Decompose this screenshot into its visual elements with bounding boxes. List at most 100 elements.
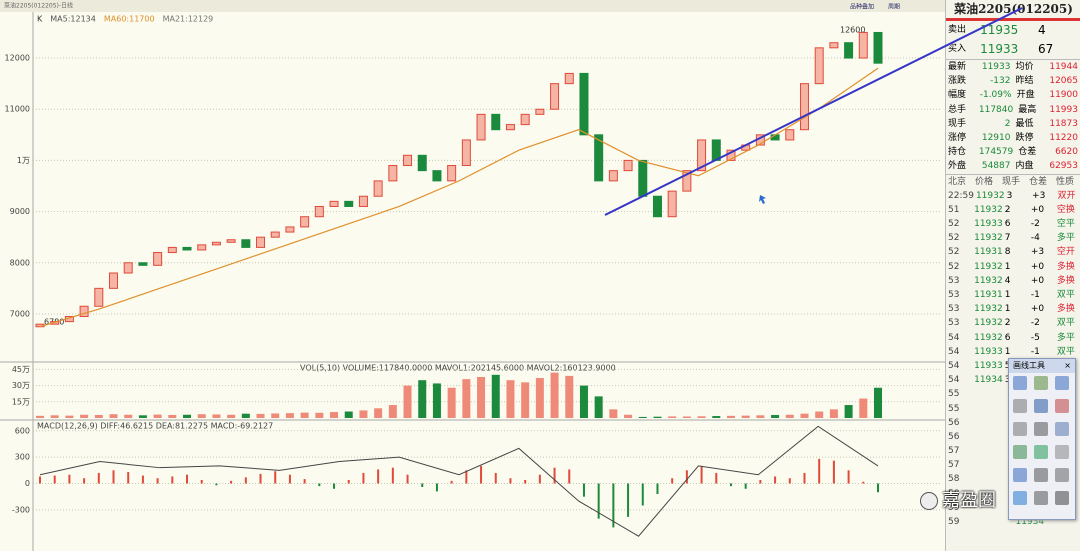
- volume-bar: [771, 414, 780, 418]
- draw-toolbox[interactable]: 画线工具 ×: [1008, 358, 1076, 520]
- stat-label: 外盘: [948, 161, 967, 172]
- macd-bar: [759, 479, 762, 484]
- close-button[interactable]: ×: [1064, 361, 1071, 370]
- macd-bar: [818, 458, 821, 484]
- macd-bar: [406, 474, 409, 484]
- trade-cell: 56: [948, 431, 960, 442]
- tool-icon[interactable]: [1034, 445, 1048, 459]
- candle: [785, 129, 795, 141]
- trade-cell: 8: [1004, 247, 1011, 258]
- macd-bar: [303, 479, 306, 484]
- volume-bar: [815, 411, 824, 418]
- trade-row: 53 11932 4 +0 多换: [946, 274, 1080, 288]
- tool-icon[interactable]: [1055, 376, 1069, 390]
- trades-header-cell: 性质: [1056, 176, 1075, 187]
- stat-label: 最低: [1015, 118, 1034, 129]
- candle: [79, 305, 89, 318]
- macd-bar: [803, 472, 806, 484]
- volume-bar: [432, 383, 441, 418]
- book-price: 11933: [980, 42, 1019, 56]
- trade-cell: 11933: [974, 219, 1003, 230]
- candle: [741, 144, 751, 151]
- tool-icon[interactable]: [1055, 468, 1069, 482]
- y-tick-label: 600: [15, 426, 30, 435]
- toolbar-button[interactable]: 品种叠加: [850, 3, 874, 11]
- tool-icon[interactable]: [1013, 468, 1027, 482]
- chart-area: 菜油2205(012205)-日线 品种叠加 周期 VOL(5,10) VOLU…: [0, 0, 945, 551]
- candle: [799, 83, 809, 131]
- volume-bar: [609, 409, 618, 418]
- macd-bar: [215, 483, 218, 486]
- tool-icon[interactable]: [1034, 422, 1048, 436]
- tool-icon[interactable]: [1055, 491, 1069, 505]
- watermark-text: 嘉盈圈: [942, 490, 996, 511]
- tool-icon[interactable]: [1034, 468, 1048, 482]
- stat-label: 最新: [948, 62, 967, 72]
- volume-bar: [859, 398, 868, 418]
- stat-value: 11900: [1049, 90, 1078, 101]
- trade-cell: 11934: [974, 375, 1003, 386]
- trade-cell: 59: [948, 517, 960, 527]
- tool-icon[interactable]: [1013, 376, 1027, 390]
- trade-cell: 11932: [974, 275, 1003, 286]
- trade-row: 52 11932 1 +0 多换: [946, 260, 1080, 274]
- tool-icon[interactable]: [1034, 491, 1048, 505]
- macd-bar: [685, 470, 688, 484]
- volume-bar: [697, 416, 706, 418]
- macd-bar: [450, 480, 453, 484]
- trade-cell: 11931: [974, 290, 1003, 300]
- trade-row: 52 11931 8 +3 空开: [946, 245, 1080, 259]
- volume-bar: [712, 416, 721, 418]
- trade-cell: 多换: [1056, 261, 1075, 272]
- volume-bar: [388, 405, 397, 418]
- tool-icon[interactable]: [1013, 422, 1027, 436]
- candle: [564, 72, 574, 85]
- book-row: 买入 11933 67: [946, 40, 1080, 59]
- candle: [608, 170, 618, 182]
- trade-cell: 52: [948, 219, 960, 230]
- volume-bar: [521, 382, 530, 418]
- volume-bar: [403, 385, 412, 418]
- tool-icon[interactable]: [1055, 445, 1069, 459]
- trade-cell: -1: [1030, 290, 1040, 300]
- tool-icon[interactable]: [1013, 399, 1027, 413]
- stat-value: -132: [990, 76, 1011, 87]
- trade-cell: 53: [948, 304, 960, 315]
- tool-icon[interactable]: [1055, 399, 1069, 413]
- tool-icon[interactable]: [1013, 445, 1027, 459]
- trade-cell: 双平: [1056, 318, 1075, 329]
- tool-icon[interactable]: [1013, 491, 1027, 505]
- candle: [579, 72, 589, 136]
- trades-header-cell: 现手: [1002, 176, 1021, 187]
- tool-icon[interactable]: [1034, 399, 1048, 413]
- macd-bar: [862, 481, 865, 484]
- macd-bar: [597, 483, 600, 519]
- toolbox-title-text: 画线工具: [1013, 361, 1045, 370]
- tool-icon[interactable]: [1034, 376, 1048, 390]
- stat-value: 12065: [1049, 76, 1078, 87]
- candle: [858, 31, 868, 59]
- volume-bar: [168, 414, 177, 418]
- toolbar-button[interactable]: 周期: [888, 3, 900, 11]
- trade-cell: 58: [948, 488, 960, 499]
- trade-row: 54 11933 1 -1 双平: [946, 345, 1080, 359]
- candle: [373, 180, 383, 197]
- candle: [314, 205, 324, 218]
- trade-row: 53 11932 2 -2 双平: [946, 316, 1080, 330]
- macd-bar: [877, 483, 879, 493]
- candle: [432, 170, 442, 182]
- book-label: 卖出: [948, 25, 967, 35]
- volume-bar: [80, 414, 89, 418]
- candle: [520, 113, 530, 126]
- tool-icon[interactable]: [1055, 422, 1069, 436]
- volume-bar: [447, 387, 456, 418]
- trade-cell: 52: [948, 233, 960, 244]
- candle: [491, 113, 501, 131]
- y-tick-label: 11000: [5, 105, 30, 114]
- trade-cell: 54: [948, 346, 960, 357]
- stat-label: 仓差: [1018, 147, 1037, 158]
- trade-cell: 2: [1004, 204, 1011, 215]
- stat-label: 最高: [1018, 104, 1037, 115]
- trade-cell: 3: [1003, 373, 1029, 387]
- volume-bar: [638, 416, 647, 418]
